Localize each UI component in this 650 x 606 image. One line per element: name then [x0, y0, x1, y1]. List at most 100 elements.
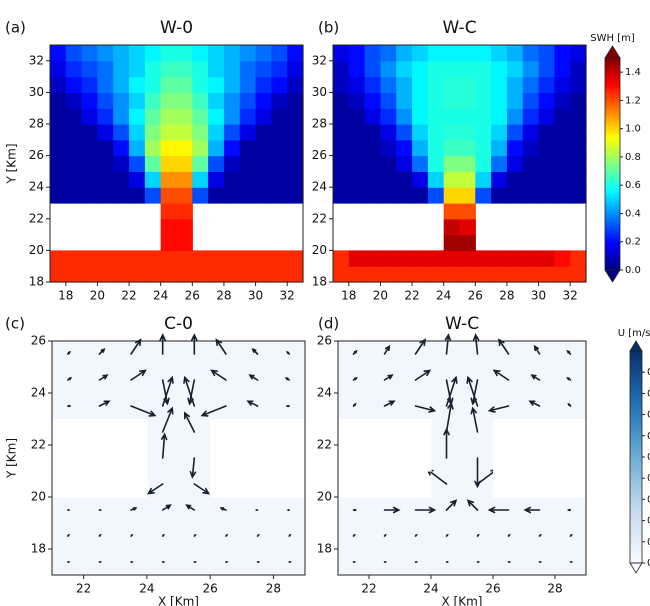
field-cell — [50, 92, 67, 109]
colorbar-step — [630, 531, 642, 535]
field-cell — [176, 108, 193, 125]
colorbar-step — [605, 222, 620, 226]
field-cell — [538, 250, 555, 267]
field-cell — [144, 45, 162, 62]
field-cell — [380, 76, 397, 93]
colorbar-step — [605, 84, 620, 88]
land-cell — [555, 471, 587, 498]
field-cell — [570, 76, 587, 93]
y-tick-label: 24 — [317, 386, 332, 400]
field-cell — [538, 139, 555, 157]
field-cell — [443, 171, 461, 188]
field-cell — [443, 139, 461, 157]
field-cell — [129, 45, 146, 62]
colorbar-step — [605, 148, 620, 152]
field-cell — [176, 92, 193, 109]
colorbar-step — [630, 438, 642, 442]
current-arrow — [472, 333, 480, 355]
colorbar-step — [630, 396, 642, 400]
colorbar-step — [630, 512, 642, 516]
land-cell — [115, 471, 148, 498]
colorbar-step — [605, 206, 620, 210]
colorbar-step — [630, 470, 642, 474]
colorbar-step — [605, 171, 620, 176]
field-cell — [129, 250, 146, 267]
field-cell — [255, 266, 272, 283]
colorbar-step — [605, 251, 620, 255]
colorbar-step — [605, 97, 620, 101]
field-cell — [129, 171, 146, 188]
colorbar-step — [630, 390, 642, 394]
field-cell — [239, 266, 257, 283]
field-cell — [176, 76, 193, 93]
current-arrow — [444, 333, 452, 355]
field-cell — [491, 187, 508, 204]
field-cell — [412, 45, 429, 62]
colorbar-step — [605, 174, 620, 178]
field-cell — [81, 139, 99, 157]
current-arrow — [498, 338, 510, 355]
current-arrow — [146, 483, 164, 495]
field-cell — [554, 187, 571, 204]
current-arrow — [507, 533, 511, 537]
colorbar-step — [630, 504, 642, 508]
field-cell — [113, 60, 130, 78]
field-cell — [333, 60, 350, 78]
field-cell — [50, 250, 67, 267]
field-cell — [81, 92, 99, 109]
current-arrow — [67, 533, 71, 537]
field-cell — [160, 171, 178, 188]
field-cell — [255, 45, 272, 62]
field-cell — [459, 234, 476, 251]
colorbar-step — [605, 240, 620, 244]
colorbar-step — [630, 475, 642, 479]
field-cell — [538, 108, 555, 125]
colorbar-tick-label: 0.2 — [625, 237, 641, 248]
field-cell — [491, 171, 508, 188]
current-arrow — [161, 504, 172, 511]
field-cell — [113, 139, 130, 157]
field-cell — [554, 139, 571, 157]
field-cell — [491, 92, 508, 109]
field-cell — [380, 108, 397, 125]
field-cell — [239, 124, 257, 141]
field-cell — [97, 92, 114, 109]
colorbar-step — [630, 351, 642, 355]
y-tick-label: 20 — [312, 243, 327, 257]
current-arrow — [161, 406, 174, 433]
x-tick-label: 18 — [58, 289, 73, 303]
y-tick-label: 24 — [29, 180, 44, 194]
field-cell — [208, 139, 225, 157]
colorbar-tick-label: 0.8 — [625, 152, 641, 163]
colorbar-step — [630, 361, 642, 365]
colorbar-step — [630, 557, 642, 561]
field-cell — [129, 76, 146, 93]
field-cell — [380, 60, 397, 78]
y-tick-label: 18 — [31, 542, 46, 556]
colorbar-step — [630, 422, 642, 426]
x-tick-label: 22 — [121, 289, 136, 303]
field-cell — [81, 124, 99, 141]
land-cell — [524, 471, 556, 498]
current-arrow — [383, 506, 401, 514]
land-cell — [338, 419, 370, 446]
colorbar-step — [630, 502, 642, 506]
current-arrow — [470, 379, 479, 406]
field-cell — [443, 250, 461, 267]
field-cell — [160, 60, 178, 78]
field-cell — [333, 250, 350, 267]
current-arrow — [251, 347, 259, 355]
field-cell — [255, 171, 272, 188]
colorbar-step — [630, 425, 642, 429]
current-arrow — [130, 369, 147, 381]
colorbar-step — [630, 401, 642, 405]
field-cell — [348, 124, 366, 141]
land-cell — [493, 445, 525, 472]
colorbar-step — [605, 140, 620, 144]
colorbar-step — [630, 449, 642, 453]
x-axis-label: X [Km] — [442, 595, 483, 606]
field-cell — [65, 108, 83, 125]
current-arrow — [98, 374, 109, 381]
field-cell — [538, 124, 555, 141]
x-tick-label: 22 — [76, 582, 91, 596]
